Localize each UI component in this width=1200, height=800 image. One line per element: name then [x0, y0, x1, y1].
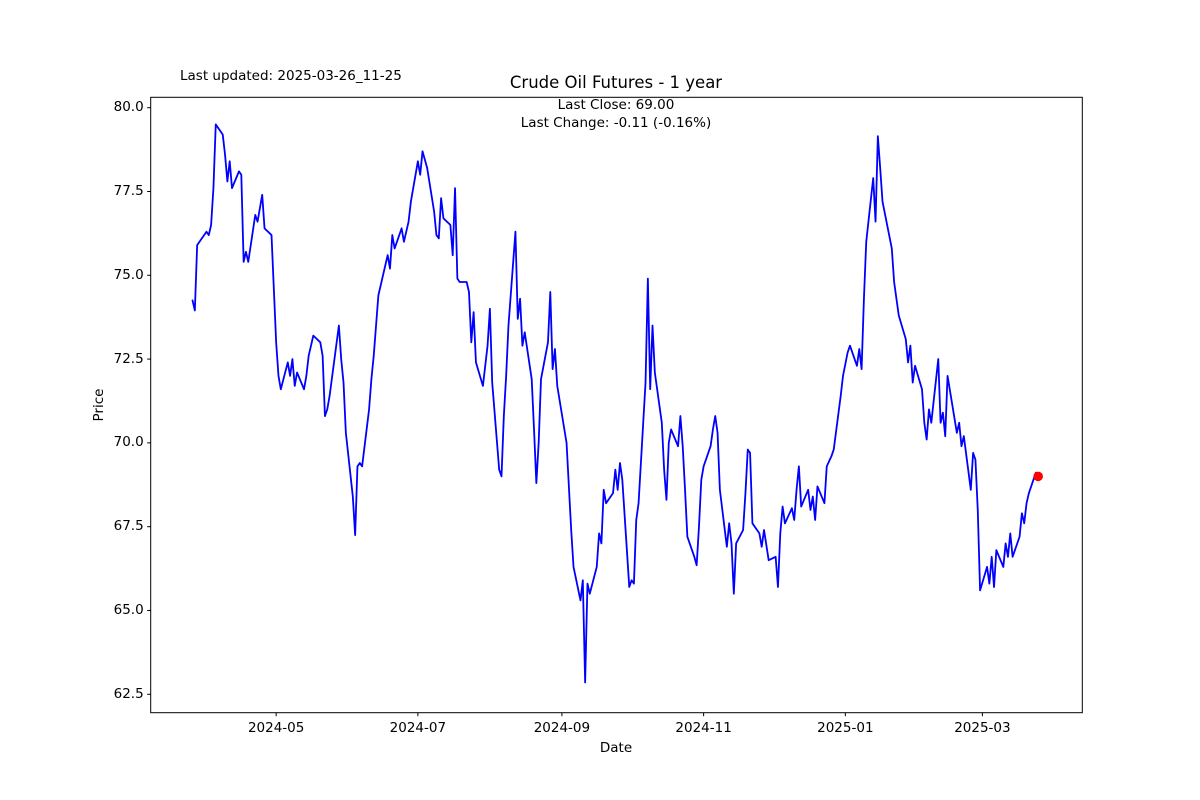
x-axis-label: Date — [599, 740, 633, 756]
last-close-text: Last Close: 69.00 — [557, 97, 675, 113]
y-tick-label: 72.5 — [113, 350, 144, 367]
y-tick-label: 80.0 — [113, 99, 144, 116]
x-tick-label: 2024-05 — [247, 719, 305, 736]
chart-subtitle: Last Close: 69.00 Last Change: -0.11 (-0… — [521, 97, 711, 132]
y-tick-label: 62.5 — [113, 685, 144, 702]
y-tick-label: 77.5 — [113, 182, 144, 199]
y-tick-label: 70.0 — [113, 434, 144, 451]
x-tick-label: 2024-11 — [675, 719, 732, 736]
last-price-marker — [1033, 471, 1043, 482]
plot-border — [150, 96, 1083, 714]
price-series-line — [191, 123, 1040, 684]
x-tick-label: 2024-07 — [389, 719, 447, 736]
y-tick-label: 67.5 — [113, 518, 144, 535]
chart-title: Crude Oil Futures - 1 year — [509, 73, 723, 92]
last-updated-text: Last updated: 2025-03-26_11-25 — [180, 68, 402, 84]
y-tick-label: 65.0 — [113, 601, 144, 618]
y-axis-label: Price — [91, 388, 107, 422]
x-tick-label: 2024-09 — [533, 719, 591, 736]
y-tick-label: 75.0 — [113, 266, 144, 283]
last-change-text: Last Change: -0.11 (-0.16%) — [520, 114, 712, 131]
x-tick-label: 2025-03 — [954, 719, 1011, 736]
x-tick-label: 2025-01 — [817, 719, 874, 736]
